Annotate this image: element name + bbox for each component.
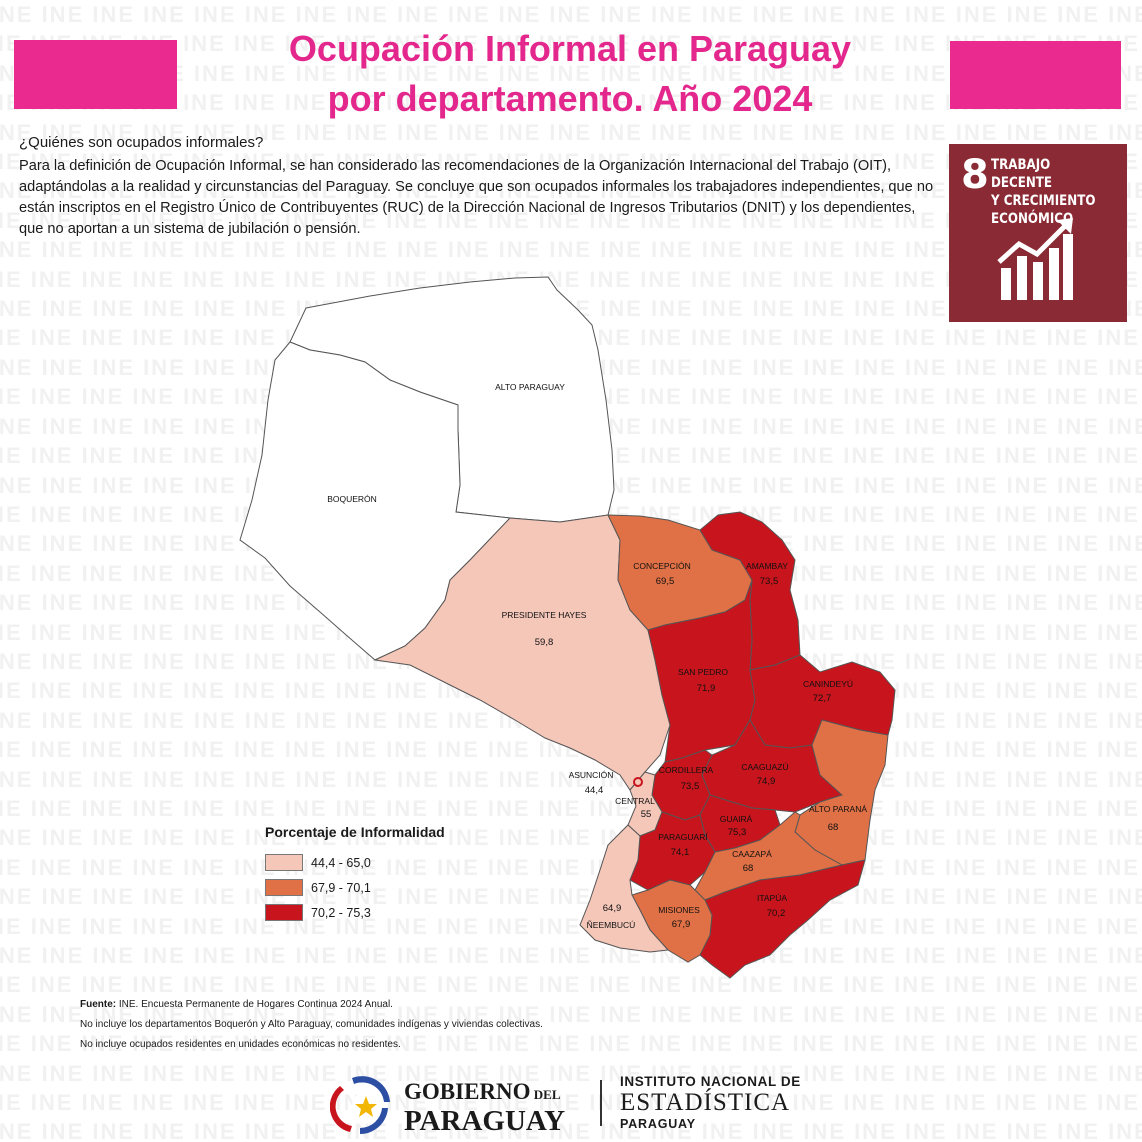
label-neembucu: ÑEEMBUCÚ — [587, 920, 636, 930]
label-paraguari: PARAGUARÍ — [658, 832, 708, 842]
paraguay-government-seal-icon — [330, 1076, 390, 1135]
label-cordillera: CORDILLERA — [659, 765, 714, 775]
gov-line-2: PARAGUAY — [404, 1105, 566, 1137]
source-notes: Fuente: INE. Encuesta Permanente de Hoga… — [80, 995, 543, 1055]
sdg-8-badge: 8 TRABAJO DECENTE Y CRECIMIENTO ECONÓMIC… — [949, 144, 1127, 322]
gobierno-del-paraguay-wordmark: GOBIERNO DEL PARAGUAY — [404, 1080, 565, 1136]
department-neembucu — [579, 824, 670, 953]
map-labels: ALTO PARAGUAY BOQUERÓN PRESIDENTE HAYES … — [327, 382, 867, 930]
legend-swatch — [265, 904, 303, 921]
legend-item: 70,2 - 75,3 — [265, 900, 445, 925]
footer-divider — [600, 1080, 602, 1126]
legend-title: Porcentaje de Informalidad — [265, 824, 445, 840]
sdg-label-line-1: TRABAJO DECENTE — [991, 157, 1053, 191]
legend-label: 44,4 - 65,0 — [311, 855, 371, 870]
legend-label: 67,9 - 70,1 — [311, 880, 371, 895]
value-san-pedro: 71,9 — [697, 683, 716, 694]
label-central: CENTRAL — [615, 796, 655, 806]
intro-question: ¿Quiénes son ocupados informales? — [19, 134, 264, 151]
ine-line-1: INSTITUTO NACIONAL DE — [620, 1074, 801, 1089]
note-1: No incluye los departamentos Boquerón y … — [80, 1019, 543, 1030]
title-line-1: Ocupación Informal en Paraguay — [288, 28, 852, 69]
value-itapua: 70,2 — [767, 908, 786, 919]
ine-wordmark: INSTITUTO NACIONAL DE ESTADÍSTICA PARAGU… — [620, 1074, 801, 1131]
gov-line-1a: GOBIERNO — [404, 1079, 531, 1104]
department-asuncion — [633, 777, 643, 787]
sdg-label: TRABAJO DECENTE Y CRECIMIENTO ECONÓMICO — [991, 156, 1098, 228]
value-caazapa: 68 — [743, 863, 754, 874]
source-line: Fuente: INE. Encuesta Permanente de Hoga… — [80, 995, 543, 1015]
value-canindeyu: 72,7 — [813, 693, 832, 704]
value-central: 55 — [641, 809, 652, 820]
sdg-label-line-2: Y CRECIMIENTO — [991, 193, 1096, 209]
page-title: Ocupación Informal en Paraguay por depar… — [150, 24, 990, 124]
label-caazapa: CAAZAPÁ — [732, 849, 772, 859]
value-asuncion: 44,4 — [585, 785, 604, 796]
label-misiones: MISIONES — [658, 905, 700, 915]
label-alto-paraguay: ALTO PARAGUAY — [495, 382, 565, 392]
label-caaguazu: CAAGUAZÚ — [741, 762, 788, 772]
legend-label: 70,2 - 75,3 — [311, 905, 371, 920]
value-misiones: 67,9 — [672, 919, 691, 930]
ine-line-2: ESTADÍSTICA — [620, 1089, 791, 1116]
note-2: No incluye ocupados residentes en unidad… — [80, 1039, 401, 1050]
label-canindeyu: CANINDEYÚ — [803, 679, 853, 689]
label-san-pedro: SAN PEDRO — [678, 667, 728, 677]
value-guaira: 75,3 — [728, 827, 747, 838]
growth-chart-icon — [997, 218, 1073, 300]
sdg-label-line-3: ECONÓMICO — [991, 211, 1074, 227]
sdg-number: 8 — [961, 152, 989, 198]
footer-logos: GOBIERNO DEL PARAGUAY INSTITUTO NACIONAL… — [330, 1072, 830, 1136]
value-caaguazu: 74,9 — [757, 776, 776, 787]
pink-banner-left — [14, 40, 177, 109]
title-line-2: por departamento. Año 2024 — [327, 78, 813, 119]
map-legend: Porcentaje de Informalidad 44,4 - 65,0 6… — [265, 824, 445, 925]
value-concepcion: 69,5 — [656, 576, 675, 587]
value-presidente-hayes: 59,8 — [535, 637, 554, 648]
pink-banner-right — [950, 41, 1121, 109]
legend-swatch — [265, 879, 303, 896]
value-alto-parana: 68 — [828, 822, 839, 833]
legend-item: 67,9 - 70,1 — [265, 875, 445, 900]
value-cordillera: 73,5 — [681, 781, 700, 792]
value-paraguari: 74,1 — [671, 847, 690, 858]
label-itapua: ITAPÚA — [757, 893, 787, 903]
source-label: Fuente: — [80, 999, 117, 1010]
intro-description: Para la definición de Ocupación Informal… — [19, 158, 934, 237]
legend-item: 44,4 - 65,0 — [265, 850, 445, 875]
label-alto-parana: ALTO PARANÁ — [809, 804, 867, 814]
label-concepcion: CONCEPCIÓN — [633, 561, 691, 571]
value-amambay: 73,5 — [760, 576, 779, 587]
label-guaira: GUAIRÁ — [720, 814, 753, 824]
legend-swatch — [265, 854, 303, 871]
label-boqueron: BOQUERÓN — [327, 494, 377, 504]
ine-line-3: PARAGUAY — [620, 1117, 696, 1131]
label-amambay: AMAMBAY — [746, 561, 788, 571]
value-neembucu: 64,9 — [603, 903, 622, 914]
label-presidente-hayes: PRESIDENTE HAYES — [502, 610, 587, 620]
label-asuncion: ASUNCIÓN — [569, 770, 614, 780]
source-text: INE. Encuesta Permanente de Hogares Cont… — [116, 999, 393, 1010]
gov-line-1b: DEL — [530, 1087, 561, 1102]
